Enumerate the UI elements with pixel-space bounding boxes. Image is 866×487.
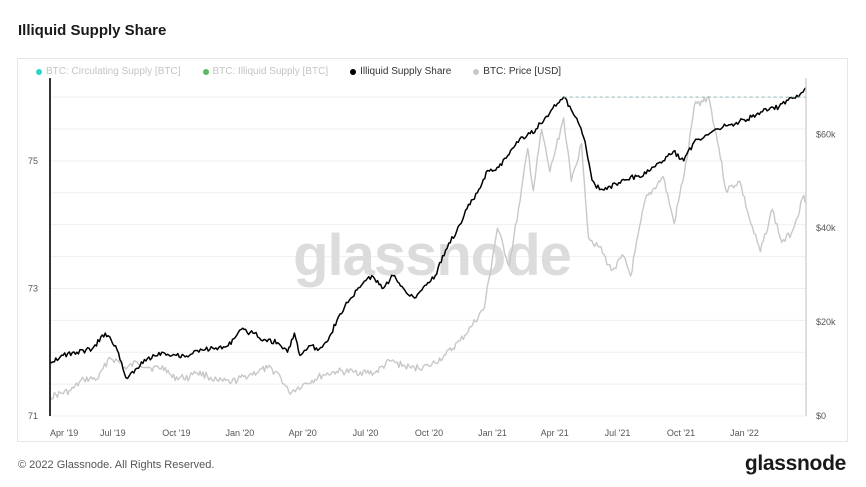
legend-dot-icon bbox=[473, 68, 480, 75]
x-tick-label: Apr '20 bbox=[289, 428, 317, 438]
y-left-tick-label: 75 bbox=[28, 156, 38, 166]
legend-dot-icon bbox=[36, 68, 42, 75]
illiquid-supply-share-line bbox=[49, 87, 807, 380]
legend-dot-icon bbox=[350, 68, 357, 75]
axes bbox=[49, 78, 807, 416]
x-tick-label: Jul '21 bbox=[605, 428, 631, 438]
glassnode-logo[interactable]: glassnode bbox=[744, 452, 846, 475]
y-right-tick-label: $60k bbox=[816, 129, 836, 139]
chart-frame bbox=[17, 58, 848, 442]
chart-legend: BTC: Circulating Supply [BTC] BTC: Illiq… bbox=[36, 66, 583, 77]
y-axis-right-ticks: $0 $20k $40k $60k bbox=[816, 129, 836, 421]
y-right-tick-label: $40k bbox=[816, 223, 836, 233]
x-tick-label: Apr '21 bbox=[541, 428, 569, 438]
y-right-tick-label: $0 bbox=[816, 411, 826, 421]
legend-label: BTC: Circulating Supply [BTC] bbox=[46, 66, 181, 77]
x-tick-label: Apr '19 bbox=[50, 428, 78, 438]
y-left-tick-label: 71 bbox=[28, 411, 38, 421]
y-right-tick-label: $20k bbox=[816, 317, 836, 327]
x-tick-label: Jan '20 bbox=[225, 428, 254, 438]
y-left-tick-label: 73 bbox=[28, 283, 38, 293]
x-tick-label: Oct '20 bbox=[415, 428, 443, 438]
price-series bbox=[49, 96, 807, 400]
legend-label: BTC: Price [USD] bbox=[483, 66, 562, 77]
legend-item-illiquid-supply[interactable]: BTC: Illiquid Supply [BTC] bbox=[202, 66, 329, 77]
x-axis-ticks: Apr '19 Jul '19 Oct '19 Jan '20 Apr '20 Jul '… bbox=[50, 428, 759, 438]
legend-dot-icon bbox=[202, 68, 209, 75]
x-tick-label: Jan '21 bbox=[478, 428, 507, 438]
price-line bbox=[49, 96, 807, 400]
x-tick-label: Oct '19 bbox=[162, 428, 190, 438]
share-series bbox=[49, 87, 807, 380]
x-tick-label: Jan '22 bbox=[730, 428, 759, 438]
x-tick-label: Jul '19 bbox=[100, 428, 126, 438]
legend-label: Illiquid Supply Share bbox=[360, 66, 452, 77]
legend-item-btc-price[interactable]: BTC: Price [USD] bbox=[473, 66, 561, 77]
copyright-text: © 2022 Glassnode. All Rights Reserved. bbox=[18, 459, 215, 471]
x-tick-label: Oct '21 bbox=[667, 428, 695, 438]
y-axis-left-ticks: 71 73 75 bbox=[28, 156, 38, 421]
x-tick-label: Jul '20 bbox=[353, 428, 379, 438]
legend-item-illiquid-supply-share[interactable]: Illiquid Supply Share bbox=[350, 66, 451, 77]
legend-item-circulating-supply[interactable]: BTC: Circulating Supply [BTC] bbox=[36, 66, 181, 77]
chart-title: Illiquid Supply Share bbox=[18, 22, 167, 39]
legend-label: BTC: Illiquid Supply [BTC] bbox=[212, 66, 329, 77]
